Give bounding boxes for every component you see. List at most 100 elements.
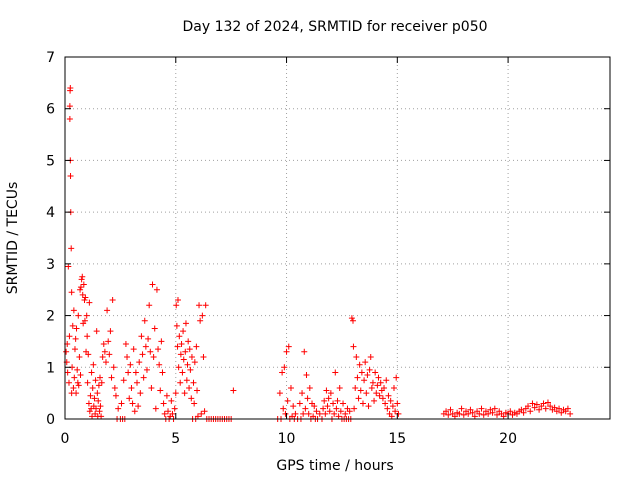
data-point bbox=[115, 405, 122, 412]
data-point bbox=[168, 397, 175, 404]
data-point bbox=[322, 410, 329, 417]
data-point bbox=[186, 346, 193, 353]
data-point bbox=[160, 400, 167, 407]
data-point bbox=[320, 405, 327, 412]
data-point bbox=[476, 410, 483, 417]
data-point bbox=[199, 312, 206, 319]
data-point bbox=[174, 297, 181, 304]
data-point bbox=[529, 400, 536, 407]
x-axis-label: GPS time / hours bbox=[276, 458, 393, 474]
data-point bbox=[558, 409, 565, 416]
data-point bbox=[98, 413, 105, 420]
data-point bbox=[185, 338, 192, 345]
data-point bbox=[334, 397, 341, 404]
data-point bbox=[65, 379, 72, 386]
data-point bbox=[74, 379, 81, 386]
data-point bbox=[354, 374, 361, 381]
data-point bbox=[118, 400, 125, 407]
data-point bbox=[456, 410, 463, 417]
data-point bbox=[194, 413, 201, 420]
data-point bbox=[392, 408, 399, 415]
data-point bbox=[556, 405, 563, 412]
data-point bbox=[324, 403, 331, 410]
data-point bbox=[389, 403, 396, 410]
data-point bbox=[382, 400, 389, 407]
data-point bbox=[173, 302, 180, 309]
data-point bbox=[85, 351, 92, 358]
data-point bbox=[99, 353, 106, 360]
data-point bbox=[82, 294, 89, 301]
data-point bbox=[165, 408, 172, 415]
data-point bbox=[124, 353, 131, 360]
data-point bbox=[71, 346, 78, 353]
data-point bbox=[188, 353, 195, 360]
data-point bbox=[280, 405, 287, 412]
data-point bbox=[369, 379, 376, 386]
data-point bbox=[91, 395, 98, 402]
data-point bbox=[366, 366, 373, 373]
data-point bbox=[542, 405, 549, 412]
data-point bbox=[85, 400, 92, 407]
data-point bbox=[83, 312, 90, 319]
data-point bbox=[93, 328, 100, 335]
data-point bbox=[363, 390, 370, 397]
data-point bbox=[107, 328, 114, 335]
data-point bbox=[111, 384, 118, 391]
data-point bbox=[65, 263, 72, 270]
data-point bbox=[520, 409, 527, 416]
data-point bbox=[303, 372, 310, 379]
data-point bbox=[197, 317, 204, 324]
x-tick-label: 0 bbox=[61, 431, 70, 447]
axis-ticks: 0 1 2 3 4 5 6 7 0 5 10 15 20 bbox=[46, 50, 610, 447]
data-point bbox=[371, 397, 378, 404]
data-point bbox=[296, 400, 303, 407]
data-points bbox=[63, 85, 574, 422]
data-point bbox=[72, 335, 79, 342]
data-point bbox=[96, 408, 103, 415]
data-point bbox=[88, 369, 95, 376]
plot-frame bbox=[64, 56, 611, 420]
data-point bbox=[201, 408, 208, 415]
data-point bbox=[387, 397, 394, 404]
data-point bbox=[458, 405, 465, 412]
y-tick-label: 7 bbox=[46, 50, 55, 66]
data-point bbox=[316, 410, 323, 417]
data-point bbox=[177, 379, 184, 386]
data-point bbox=[547, 403, 554, 410]
data-point bbox=[70, 307, 77, 314]
data-point bbox=[69, 322, 76, 329]
data-point bbox=[330, 400, 337, 407]
data-point bbox=[200, 353, 207, 360]
data-point bbox=[350, 317, 357, 324]
data-point bbox=[140, 374, 147, 381]
data-point bbox=[141, 317, 148, 324]
data-point bbox=[198, 410, 205, 417]
data-point bbox=[132, 369, 139, 376]
data-point bbox=[92, 410, 99, 417]
y-tick-label: 3 bbox=[46, 257, 55, 273]
data-point bbox=[292, 410, 299, 417]
data-point bbox=[77, 286, 84, 293]
data-point bbox=[489, 409, 496, 416]
data-point bbox=[381, 384, 388, 391]
data-point bbox=[188, 395, 195, 402]
data-point bbox=[179, 369, 186, 376]
data-point bbox=[182, 320, 189, 327]
data-point bbox=[137, 390, 144, 397]
data-point bbox=[350, 343, 357, 350]
data-point bbox=[333, 405, 340, 412]
data-point bbox=[105, 338, 112, 345]
data-point bbox=[351, 405, 358, 412]
data-point bbox=[156, 361, 163, 368]
data-point bbox=[90, 361, 97, 368]
data-point bbox=[487, 406, 494, 413]
data-point bbox=[149, 281, 156, 288]
data-point bbox=[367, 353, 374, 360]
data-point bbox=[122, 341, 129, 348]
data-point bbox=[451, 413, 458, 420]
data-point bbox=[390, 384, 397, 391]
x-tick-label: 5 bbox=[171, 431, 180, 447]
data-point bbox=[527, 408, 534, 415]
data-point bbox=[346, 408, 353, 415]
data-point bbox=[155, 346, 162, 353]
